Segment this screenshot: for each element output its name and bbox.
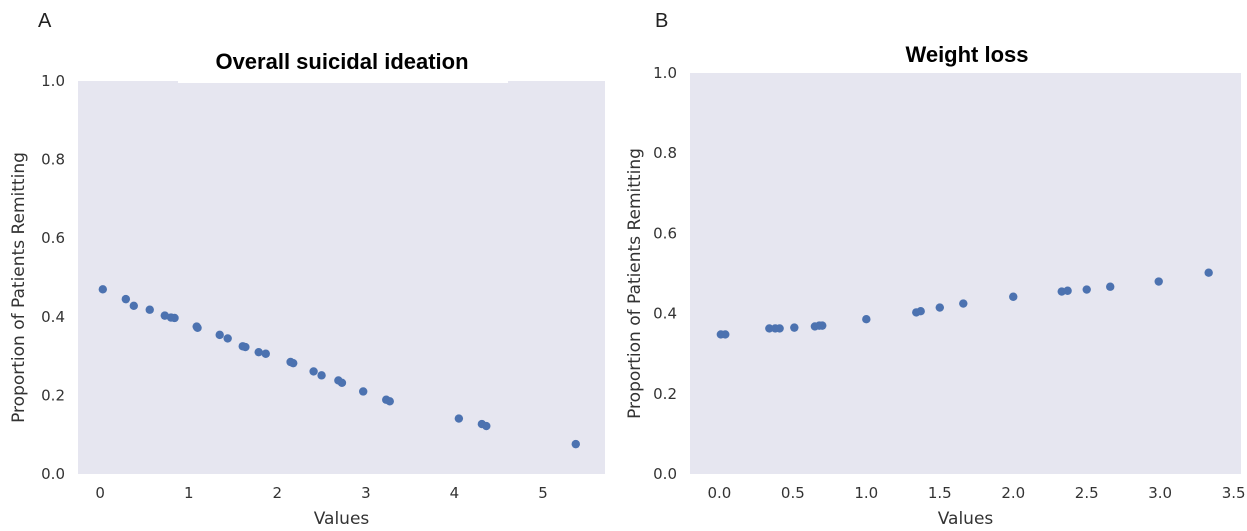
panel-letter-b: B <box>655 10 669 32</box>
data-point-b <box>775 324 784 333</box>
y-tick-label-b: 0.4 <box>653 305 677 323</box>
y-tick-label-a: 0.0 <box>41 465 65 483</box>
y-tick-label-a: 0.8 <box>41 151 65 169</box>
y-tick-label-b: 0.0 <box>653 465 677 483</box>
data-point-b <box>959 299 968 308</box>
data-point-a <box>145 305 154 314</box>
x-tick-label-a: 0 <box>95 484 105 502</box>
x-tick-label-b: 3.5 <box>1222 484 1246 502</box>
x-tick-label-b: 1.0 <box>854 484 878 502</box>
data-point-b <box>1009 292 1018 301</box>
data-point-a <box>571 439 580 449</box>
chart-title-a: Overall suicidal ideation <box>215 49 468 74</box>
data-point-a <box>215 330 224 340</box>
plot-area-b <box>690 73 1241 474</box>
data-point-a <box>254 347 263 357</box>
data-point-b <box>1106 282 1115 291</box>
x-tick-label-a: 4 <box>450 484 460 502</box>
data-point-a <box>359 387 368 396</box>
data-point-b <box>862 315 871 324</box>
x-tick-label-b: 1.5 <box>928 484 952 502</box>
x-tick-label-b: 2.0 <box>1001 484 1025 502</box>
x-tick-label-a: 3 <box>361 484 371 502</box>
chart-title-b: Weight loss <box>905 42 1028 67</box>
data-point-a <box>261 349 270 358</box>
data-point-a <box>385 397 394 406</box>
data-point-a <box>170 313 179 323</box>
y-tick-label-b: 0.2 <box>653 385 677 403</box>
data-point-b <box>790 323 799 332</box>
y-tick-label-a: 1.0 <box>41 72 65 90</box>
data-point-a <box>482 421 491 431</box>
y-tick-label-b: 0.8 <box>653 144 677 162</box>
data-point-a <box>223 334 232 343</box>
data-point-a <box>317 371 326 380</box>
data-point-a <box>98 285 108 294</box>
data-point-b <box>1063 286 1072 295</box>
x-axis-label-b: Values <box>938 509 994 529</box>
data-point-b <box>765 324 774 333</box>
x-axis-label-a: Values <box>314 509 370 529</box>
data-point-a <box>289 358 298 368</box>
y-tick-label-a: 0.2 <box>41 386 65 404</box>
panel-letter-a: A <box>38 10 52 32</box>
y-tick-label-b: 0.6 <box>653 224 677 242</box>
x-tick-label-a: 2 <box>273 484 283 502</box>
x-tick-label-b: 3.0 <box>1148 484 1172 502</box>
data-point-b <box>916 306 925 316</box>
y-tick-label-a: 0.6 <box>41 229 65 247</box>
data-point-b <box>1082 285 1091 294</box>
data-point-b <box>721 330 730 339</box>
data-point-b <box>1204 268 1213 277</box>
x-tick-label-b: 0.5 <box>781 484 805 502</box>
data-point-a <box>121 294 131 304</box>
y-axis-label-b: Proportion of Patients Remitting <box>625 148 645 419</box>
x-tick-label-b: 2.5 <box>1075 484 1099 502</box>
data-point-b <box>935 303 944 312</box>
y-axis-label-a: Proportion of Patients Remitting <box>9 152 29 423</box>
x-tick-label-b: 0.0 <box>707 484 731 502</box>
data-point-a <box>129 301 138 310</box>
y-tick-label-b: 1.0 <box>653 64 677 82</box>
x-tick-label-a: 5 <box>538 484 548 502</box>
title-mask-a <box>178 77 508 83</box>
data-point-b <box>1154 277 1163 286</box>
data-point-a <box>309 367 318 376</box>
data-point-a <box>193 323 202 333</box>
data-point-b <box>818 321 827 330</box>
x-tick-label-a: 1 <box>184 484 194 502</box>
plot-area-a <box>78 81 605 474</box>
y-tick-label-a: 0.4 <box>41 308 65 326</box>
data-point-a <box>337 378 347 388</box>
data-point-a <box>241 342 250 352</box>
data-point-a <box>454 414 464 423</box>
